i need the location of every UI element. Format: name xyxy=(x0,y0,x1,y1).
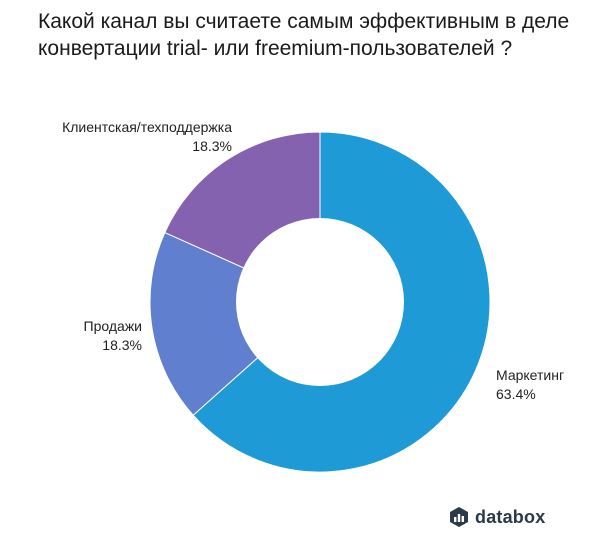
chart-title-line-1: Какой канал вы считаете самым эффективны… xyxy=(38,10,570,33)
databox-logo-icon xyxy=(450,507,468,527)
slice-label-text: Маркетинг xyxy=(496,367,565,383)
chart-title: Какой канал вы считаете самым эффективны… xyxy=(38,8,608,62)
slice-label-text: Продажи xyxy=(83,318,142,334)
brand-logo: databox xyxy=(449,506,545,528)
chart-title-line-2: конвертации trial- или freemium-пользова… xyxy=(38,37,513,60)
donut-slice-1 xyxy=(149,231,321,416)
slice-label-value: 18.3% xyxy=(102,337,142,353)
slice-label-sales: Продажи 18.3% xyxy=(60,317,142,355)
brand-name: databox xyxy=(475,506,546,527)
slice-label-value: 63.4% xyxy=(496,386,536,402)
slice-label-marketing: Маркетинг 63.4% xyxy=(496,366,564,404)
slice-label-text: Клиентская/техподдержка xyxy=(62,119,232,135)
slice-label-support: Клиентская/техподдержка 18.3% xyxy=(20,118,232,156)
donut-hole xyxy=(236,218,404,386)
slice-label-value: 18.3% xyxy=(192,138,232,154)
